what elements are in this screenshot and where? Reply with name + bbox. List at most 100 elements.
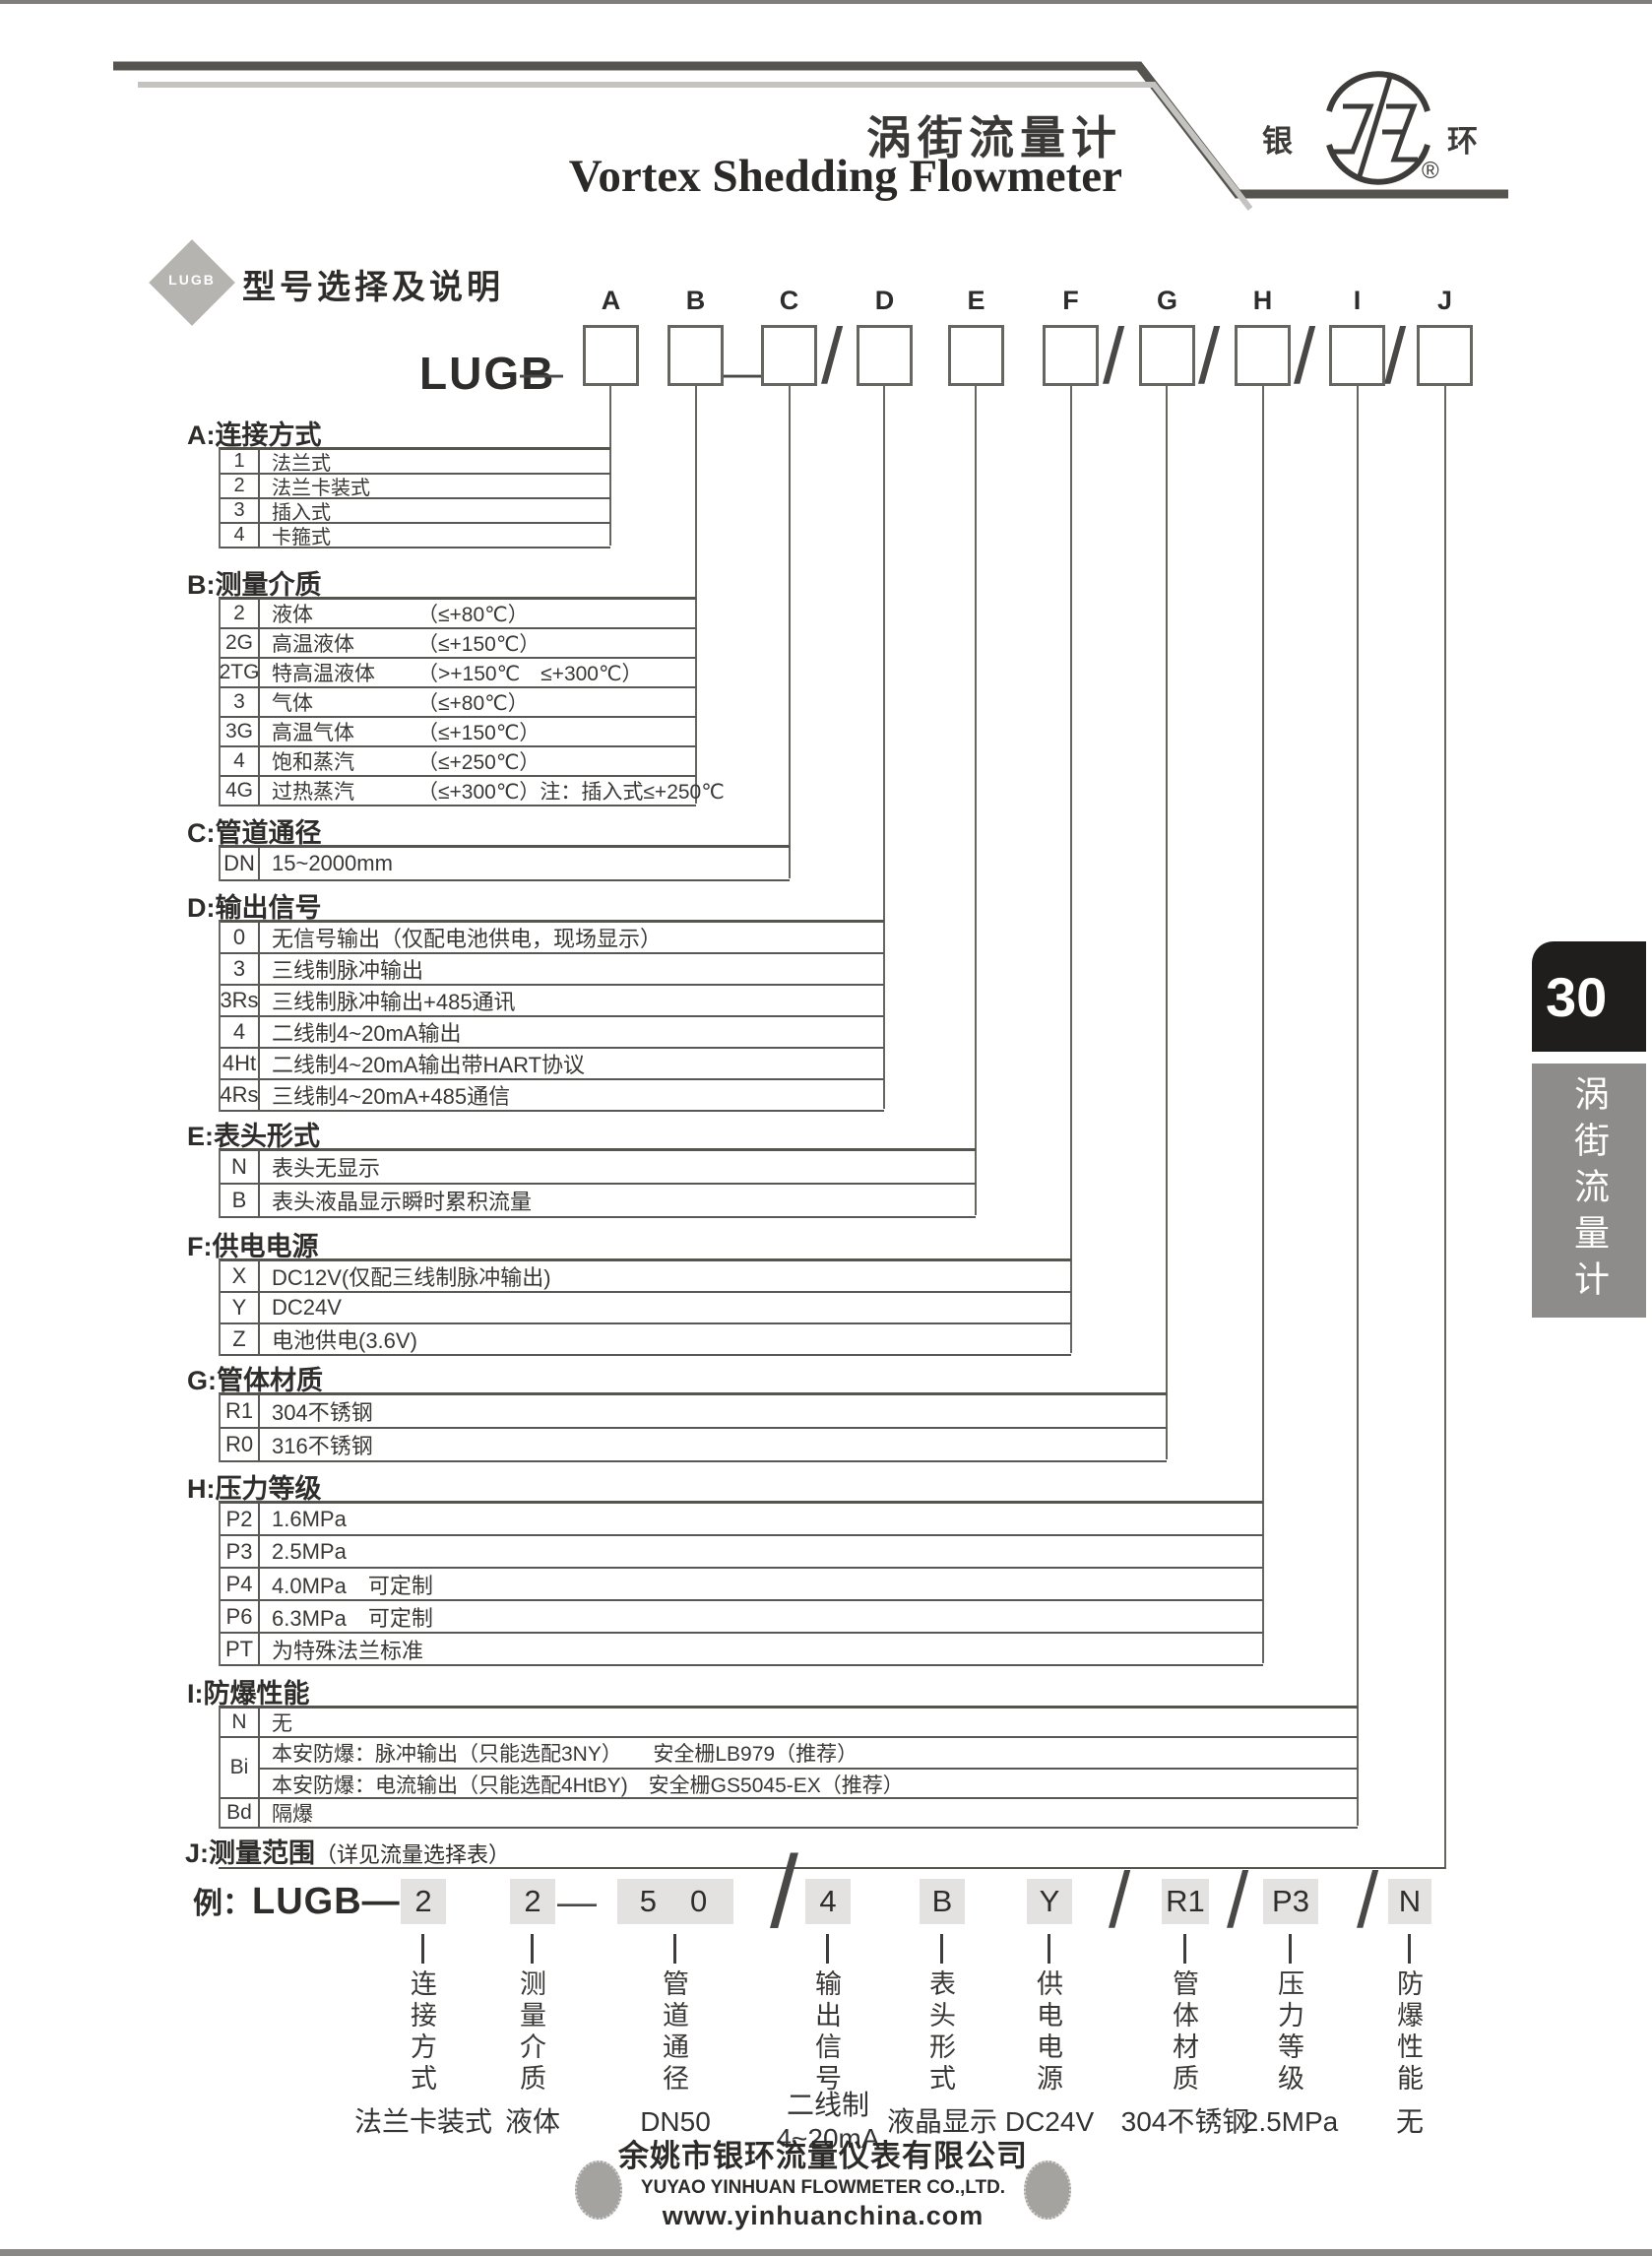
table-row: 4 二线制4~20mA输出 <box>221 1017 884 1049</box>
slash-separator: / <box>1227 1856 1249 1944</box>
code-box-d <box>857 325 913 386</box>
desc-cell: 饱和蒸汽 （≤+250℃） <box>272 751 540 774</box>
slash-separator: / <box>1198 312 1221 400</box>
tick-line <box>1289 1934 1292 1964</box>
tick-line <box>826 1934 829 1964</box>
code-cell: 2 <box>221 600 260 627</box>
table-f-title: F:供电电源 <box>187 1232 319 1261</box>
desc-cell: 2.5MPa <box>272 1538 347 1564</box>
code-box-g <box>1139 325 1195 386</box>
code-box-i <box>1329 325 1385 386</box>
slash-separator: / <box>770 1836 798 1950</box>
model-prefix: LUGB <box>419 348 556 399</box>
code-cell: 3Rs <box>220 986 260 1015</box>
desc-cell: 特高温液体 （>+150℃ ≤+300℃） <box>272 663 643 685</box>
field-label-pressure: 压力等级 <box>1274 1969 1303 2096</box>
desc-cell: 表头液晶显示瞬时累积流量 <box>272 1190 533 1214</box>
table-row: P2 1.6MPa <box>221 1504 1263 1536</box>
section-title: 型号选择及说明 <box>242 269 504 306</box>
website-url: www.yinhuanchina.com <box>662 2201 985 2230</box>
field-label-power: 供电电源 <box>1033 1969 1062 2096</box>
code-cell: 3 <box>221 499 260 522</box>
meaning-output: 二线制 4~20mA <box>776 2090 880 2154</box>
table-row: 3 气体 （≤+80℃） <box>221 688 696 718</box>
desc-cell: DC24V <box>272 1295 342 1320</box>
dash-separator: — <box>723 349 766 397</box>
code-letter-c: C <box>779 286 799 315</box>
leader-line-e <box>975 386 977 1215</box>
desc-cell: 为特殊法兰标准 <box>272 1638 424 1663</box>
meaning-connection: 法兰卡装式 <box>353 2106 493 2137</box>
table-row: R1 304不锈钢 <box>221 1395 1167 1429</box>
desc-cell: 隔爆 <box>272 1803 313 1826</box>
company-name-cn: 余姚市银环流量仪表有限公司 <box>618 2139 1028 2173</box>
top-edge-rule <box>0 0 1652 4</box>
table-row: Bi 本安防爆：脉冲输出（只能选配3NY） 安全栅LB979（推荐） 本安防爆：… <box>221 1738 1358 1799</box>
table-row: N 无 <box>221 1709 1358 1738</box>
slash-separator: / <box>1103 312 1125 400</box>
code-box-f <box>1043 325 1099 386</box>
table-row: X DC12V(仅配三线制脉冲输出) <box>221 1261 1071 1293</box>
code-box-b <box>667 325 724 386</box>
logo-text-right: 环 <box>1447 124 1478 159</box>
table-row: 4G 过热蒸汽 （≤+300℃）注：插入式≤+250℃ <box>221 777 725 806</box>
desc-cell: 1.6MPa <box>272 1506 347 1531</box>
table-row: 1 法兰式 <box>221 450 610 475</box>
field-label-explosion: 防爆性能 <box>1393 1969 1423 2096</box>
code-cell: 0 <box>221 923 260 952</box>
example-value-display: B <box>920 1879 965 1924</box>
stamp-circle-left <box>575 2160 622 2220</box>
table-row: 2TG 特高温液体 （>+150℃ ≤+300℃） <box>220 659 696 688</box>
leader-line-g <box>1166 386 1168 1459</box>
code-cell: 3 <box>221 954 260 984</box>
code-cell: 4 <box>221 747 260 775</box>
dash-separator: — <box>557 1881 597 1924</box>
table-a-connection: A:连接方式 1 法兰式 2 法兰卡装式 3 插入式 4 卡箍式 <box>187 420 610 548</box>
desc-cell: 法兰卡装式 <box>272 478 370 499</box>
desc-cell: 液体 （≤+80℃） <box>272 604 529 626</box>
table-row: R0 316不锈钢 <box>221 1429 1167 1462</box>
code-letter-j: J <box>1436 286 1453 315</box>
leader-line-i <box>1357 386 1359 1826</box>
field-label-output: 输出信号 <box>811 1969 841 2096</box>
code-cell: Y <box>221 1293 260 1322</box>
meaning-display: 液晶显示 <box>886 2106 998 2137</box>
table-row: P3 2.5MPa <box>221 1536 1263 1569</box>
code-box-j <box>1417 325 1473 386</box>
table-g-title: G:管体材质 <box>187 1366 323 1395</box>
code-box-c <box>761 325 817 386</box>
field-label-display: 表头形式 <box>925 1969 955 2096</box>
table-row: 3 三线制脉冲输出 <box>221 954 884 986</box>
table-row: Bd 隔爆 <box>221 1799 1358 1829</box>
desc-cell: 15~2000mm <box>272 851 393 875</box>
table-d-output: D:输出信号 0 无信号输出（仅配电池供电，现场显示） 3 三线制脉冲输出 3R… <box>187 893 884 1112</box>
code-letter-a: A <box>601 286 621 315</box>
meaning-material: 304不锈钢 <box>1120 2106 1250 2137</box>
desc-cell: 316不锈钢 <box>272 1434 373 1458</box>
code-cell: 1 <box>221 450 260 473</box>
code-cell: N <box>221 1151 260 1183</box>
range-j-underline <box>219 1867 1445 1869</box>
example-value-power: Y <box>1027 1879 1072 1924</box>
table-row: PT 为特殊法兰标准 <box>221 1634 1263 1666</box>
field-label-medium: 测量介质 <box>516 1969 545 2096</box>
table-g-body-material: G:管体材质 R1 304不锈钢 R0 316不锈钢 <box>187 1366 1167 1462</box>
leader-line-b <box>695 386 697 804</box>
table-row: 3G 高温气体 （≤+150℃） <box>221 718 696 747</box>
table-h-pressure: H:压力等级 P2 1.6MPa P3 2.5MPa P4 4.0MPa 可定制… <box>187 1474 1263 1666</box>
code-cell: 2TG <box>220 659 260 686</box>
code-cell: 4 <box>221 1017 260 1047</box>
chapter-tab: 涡街流量计 <box>1532 1064 1646 1318</box>
table-c-title: C:管道通径 <box>187 818 322 848</box>
code-letter-e: E <box>967 286 985 315</box>
desc-cell: 本安防爆：脉冲输出（只能选配3NY） 安全栅LB979（推荐） <box>260 1738 1358 1770</box>
code-cell: 2 <box>221 475 260 497</box>
table-f-power: F:供电电源 X DC12V(仅配三线制脉冲输出) Y DC24V Z 电池供电… <box>187 1232 1071 1356</box>
code-cell: B <box>221 1185 260 1216</box>
desc-cell: 三线制脉冲输出+485通讯 <box>272 990 516 1014</box>
desc-cell: 6.3MPa 可定制 <box>272 1605 433 1631</box>
slash-separator: / <box>1384 312 1407 400</box>
meaning-pressure: 2.5MPa <box>1242 2106 1339 2137</box>
code-cell: Bi <box>221 1738 260 1797</box>
